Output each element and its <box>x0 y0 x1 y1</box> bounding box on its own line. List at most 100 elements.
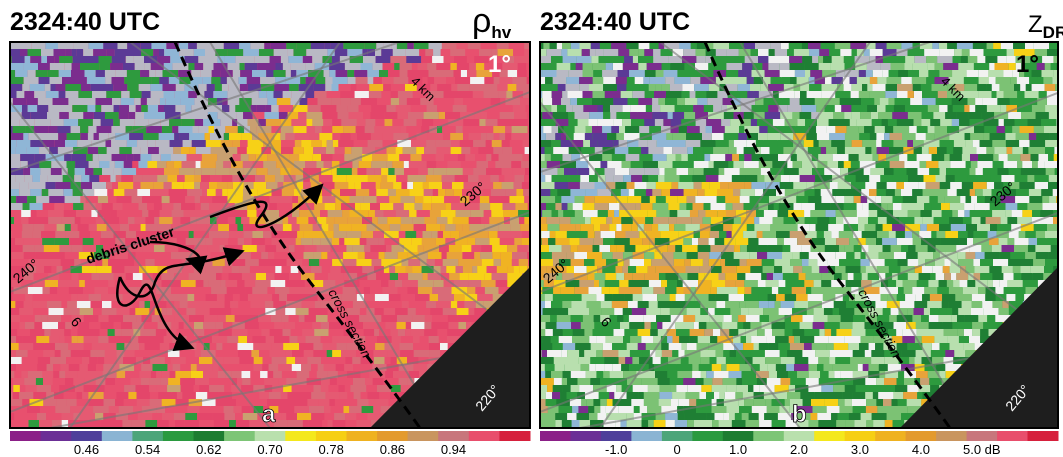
radar-pixel <box>188 294 195 302</box>
radar-pixel <box>98 196 108 204</box>
radar-pixel <box>371 161 386 169</box>
radar-pixel <box>480 203 490 211</box>
radar-pixel <box>526 105 539 113</box>
radar-pixel <box>156 140 170 148</box>
radar-pixel <box>172 126 178 134</box>
radar-pixel <box>542 70 556 78</box>
radar-pixel <box>555 133 561 141</box>
radar-pixel <box>471 245 481 253</box>
radar-pixel <box>170 196 186 204</box>
radar-pixel <box>993 42 1001 50</box>
radar-pixel <box>176 84 185 92</box>
radar-pixel <box>12 63 24 71</box>
radar-pixel <box>332 238 339 246</box>
radar-pixel <box>579 84 589 92</box>
radar-pixel <box>40 406 49 414</box>
radar-pixel <box>203 301 215 309</box>
radar-pixel <box>468 238 476 246</box>
radar-pixel <box>698 252 710 260</box>
radar-pixel <box>292 224 300 232</box>
radar-pixel <box>233 294 240 302</box>
radar-pixel <box>619 280 628 288</box>
radar-pixel <box>105 385 116 393</box>
radar-pixel <box>1001 42 1013 50</box>
radar-pixel <box>744 280 758 288</box>
radar-pixel <box>59 371 65 379</box>
radar-pixel <box>292 364 301 372</box>
radar-pixel <box>677 210 690 218</box>
radar-pixel <box>810 224 816 232</box>
radar-pixel <box>28 105 38 113</box>
radar-pixel <box>799 168 812 176</box>
radar-pixel <box>73 56 87 64</box>
radar-pixel <box>589 84 603 92</box>
radar-pixel <box>177 231 189 239</box>
radar-pixel <box>257 63 269 71</box>
radar-pixel <box>850 203 856 211</box>
radar-pixel <box>623 315 629 323</box>
radar-pixel <box>638 49 644 57</box>
radar-pixel <box>254 56 269 64</box>
radar-pixel <box>331 406 344 414</box>
radar-pixel <box>174 133 179 141</box>
radar-pixel <box>605 175 613 183</box>
radar-pixel <box>88 42 103 50</box>
radar-pixel <box>1014 84 1020 92</box>
radar-pixel <box>447 98 455 106</box>
radar-pixel <box>589 119 598 127</box>
radar-pixel <box>1002 266 1013 274</box>
radar-pixel <box>509 154 523 162</box>
radar-pixel <box>765 70 780 78</box>
radar-pixel <box>329 385 339 393</box>
radar-pixel <box>238 238 244 246</box>
radar-pixel <box>386 245 392 253</box>
radar-pixel <box>136 385 150 393</box>
radar-pixel <box>616 133 624 141</box>
radar-pixel <box>215 168 229 176</box>
radar-pixel <box>398 329 405 337</box>
radar-pixel <box>542 182 555 190</box>
radar-pixel <box>583 63 593 71</box>
radar-pixel <box>143 133 158 141</box>
radar-pixel <box>475 154 486 162</box>
radar-pixel <box>859 70 866 78</box>
radar-pixel <box>416 308 431 316</box>
radar-pixel <box>1007 147 1013 155</box>
radar-pixel <box>819 140 832 148</box>
radar-pixel <box>58 126 71 134</box>
radar-pixel <box>216 189 222 197</box>
radar-pixel <box>74 175 81 183</box>
radar-pixel <box>566 105 572 113</box>
radar-pixel <box>80 63 94 71</box>
radar-pixel <box>389 294 401 302</box>
radar-pixel <box>975 252 985 260</box>
radar-pixel <box>641 147 648 155</box>
radar-pixel <box>1016 294 1025 302</box>
radar-pixel <box>30 56 41 64</box>
radar-pixel <box>381 91 390 99</box>
radar-pixel <box>1004 161 1018 169</box>
radar-pixel <box>319 259 332 267</box>
radar-pixel <box>179 49 193 57</box>
radar-pixel <box>240 294 248 302</box>
radar-pixel <box>124 385 135 393</box>
radar-pixel <box>661 84 670 92</box>
radar-pixel <box>269 392 281 400</box>
radar-pixel <box>826 147 837 155</box>
radar-pixel <box>343 287 356 295</box>
radar-pixel <box>300 224 313 232</box>
radar-pixel <box>173 294 188 302</box>
radar-pixel <box>184 182 195 190</box>
radar-pixel <box>1056 238 1063 246</box>
radar-pixel <box>395 266 406 274</box>
radar-pixel <box>674 259 684 267</box>
radar-pixel <box>335 49 348 57</box>
radar-pixel <box>638 301 649 309</box>
radar-pixel <box>425 315 432 323</box>
radar-pixel <box>414 350 430 358</box>
radar-pixel <box>642 280 649 288</box>
radar-pixel <box>670 189 684 197</box>
radar-pixel <box>429 70 441 78</box>
radar-pixel <box>388 154 400 162</box>
radar-pixel <box>942 210 953 218</box>
